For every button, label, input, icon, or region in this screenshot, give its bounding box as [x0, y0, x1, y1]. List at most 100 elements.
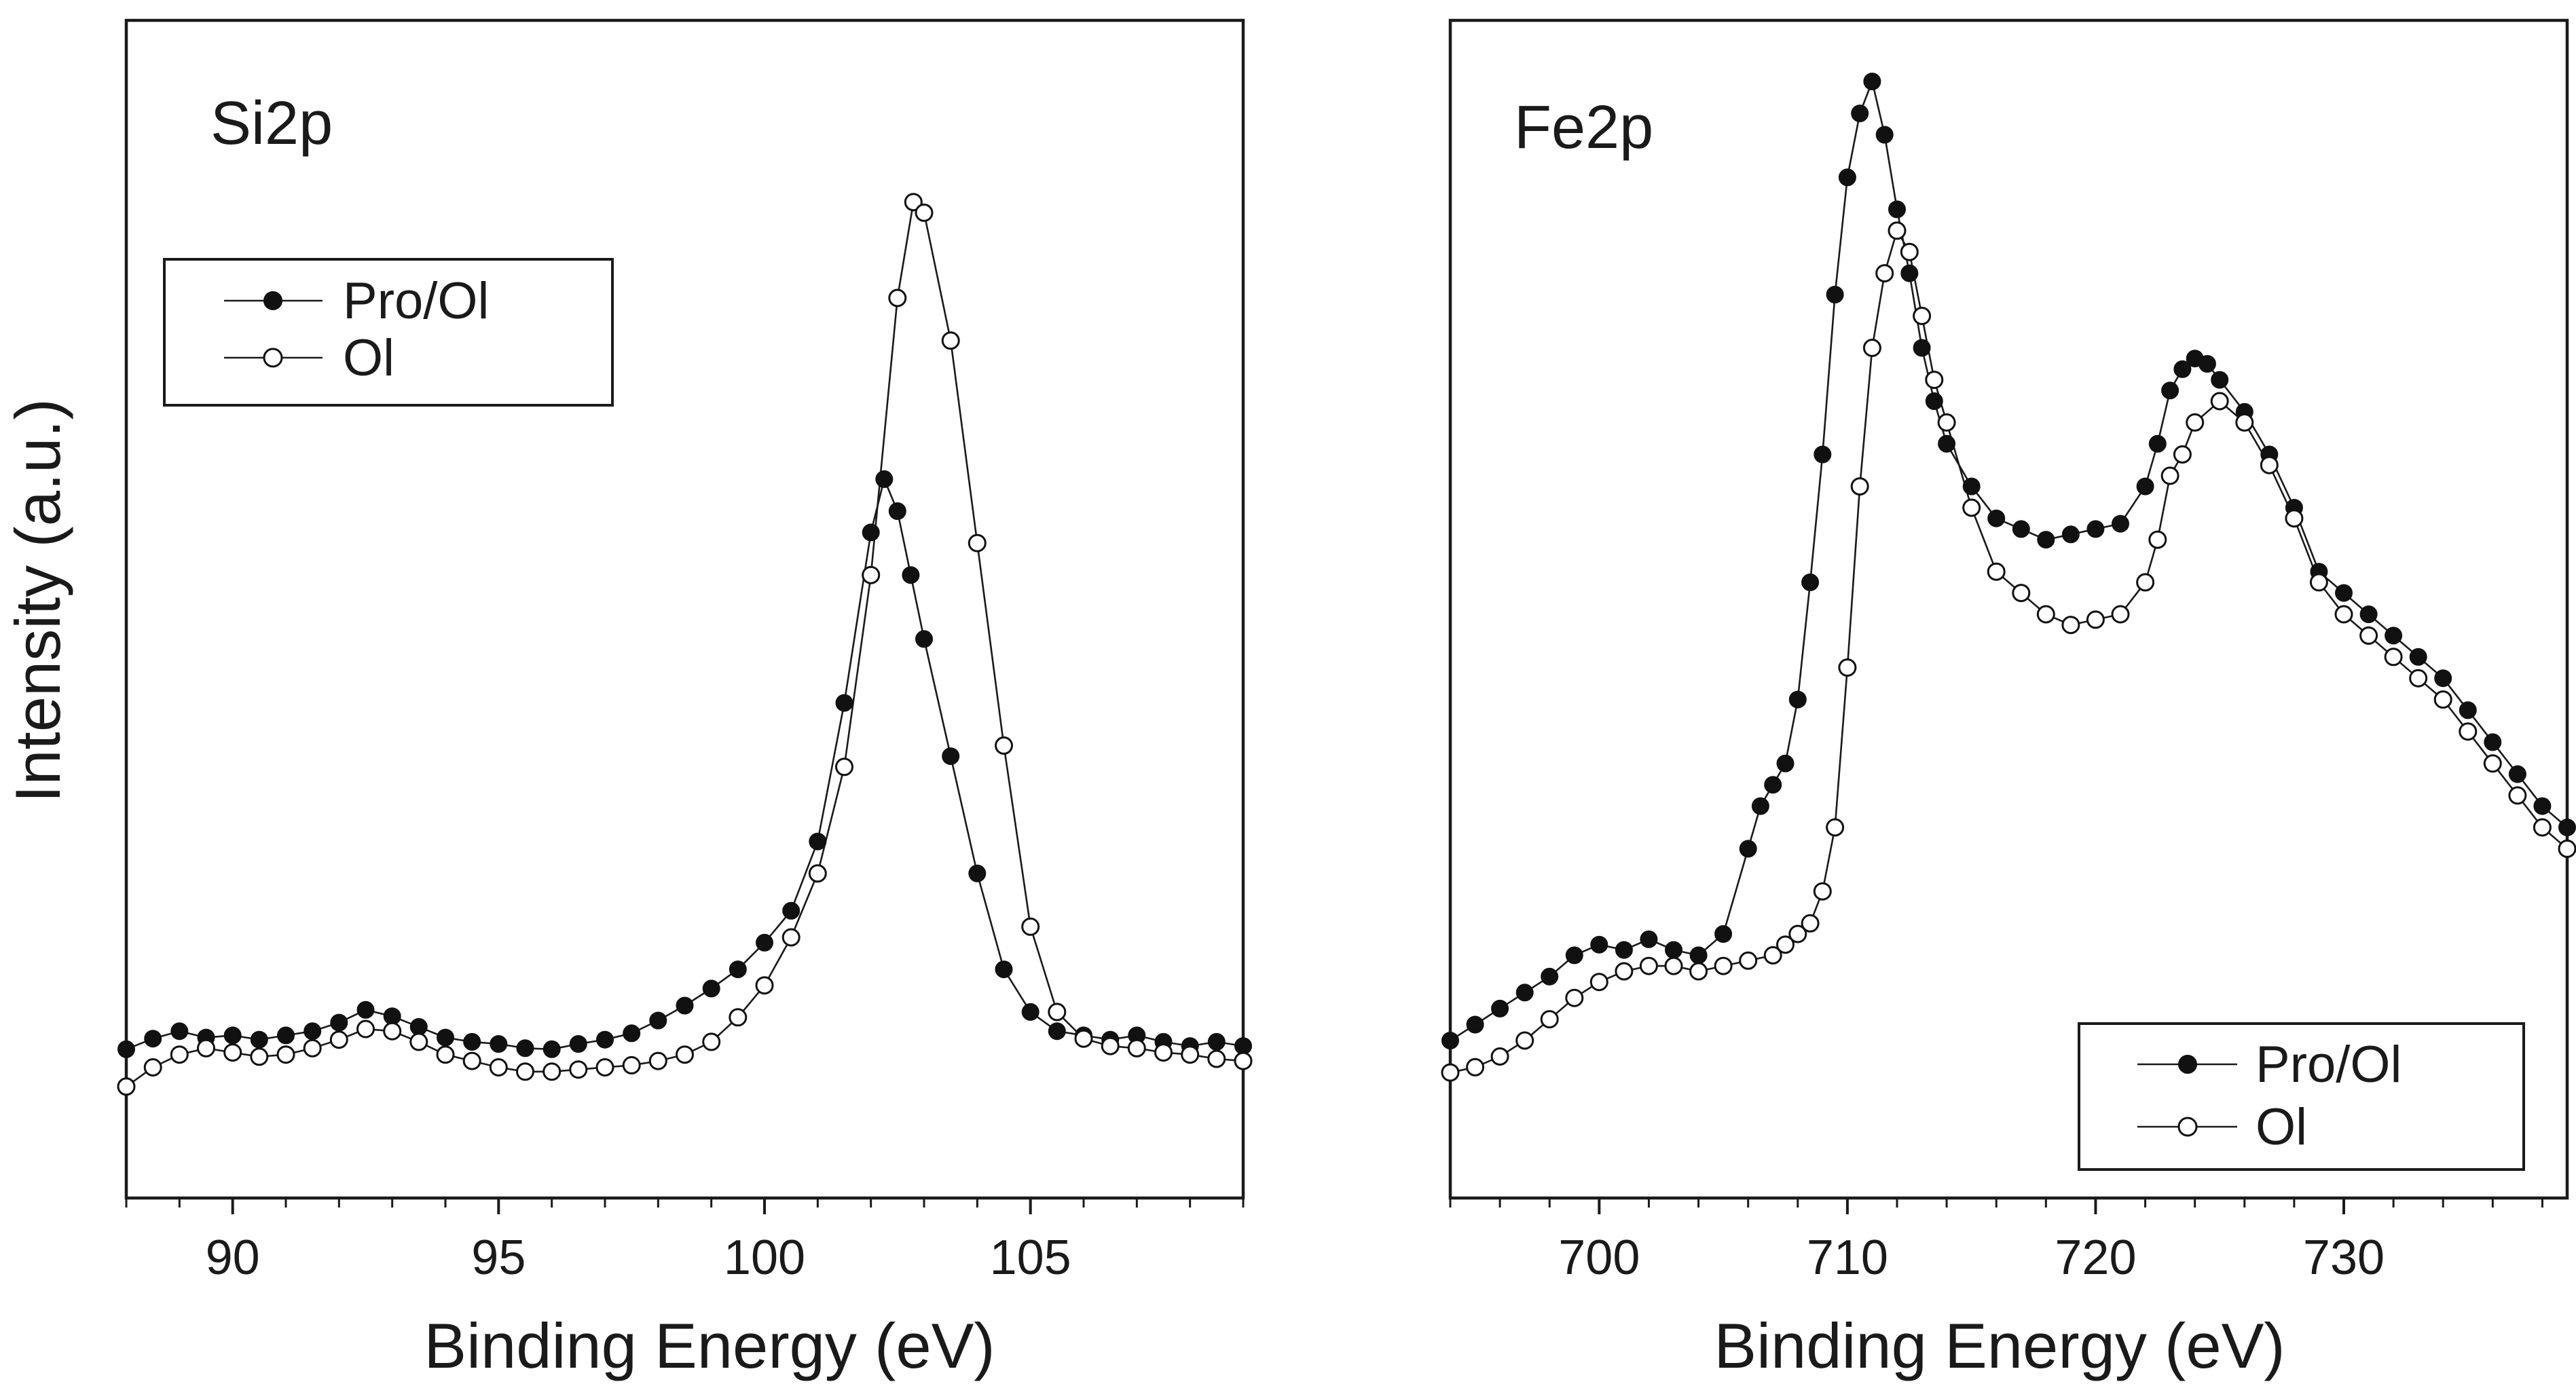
data-point-pro-ol-si2p-23 — [729, 960, 747, 979]
data-point-ol-fe2p-2 — [1490, 1047, 1509, 1066]
panel-label-fe2p: Fe2p — [1514, 94, 1653, 162]
data-point-ol-fe2p-21 — [1862, 339, 1881, 357]
data-point-pro-ol-si2p-31 — [902, 566, 920, 584]
data-point-ol-si2p-39 — [1127, 1039, 1146, 1058]
data-point-ol-si2p-3 — [197, 1039, 215, 1058]
data-point-pro-ol-si2p-30 — [888, 502, 906, 520]
data-point-pro-ol-si2p-32 — [915, 630, 933, 648]
data-point-ol-fe2p-4 — [1540, 1010, 1559, 1029]
data-point-ol-si2p-23 — [729, 1008, 748, 1027]
plot-frame-fe2p — [1448, 18, 2569, 1200]
data-point-ol-fe2p-45 — [2334, 605, 2353, 624]
data-point-ol-si2p-14 — [489, 1058, 508, 1077]
legend-label-ol-fe2p: Ol — [2256, 1098, 2307, 1156]
chart-panel-fe2p: 700 710 720 730 Fe2p Binding Energy (eV) Pr… — [1441, 18, 2576, 1381]
data-point-ol-si2p-2 — [170, 1045, 189, 1064]
data-point-ol-si2p-16 — [542, 1062, 562, 1081]
data-point-pro-ol-si2p-26 — [809, 832, 827, 850]
data-point-pro-ol-si2p-20 — [649, 1011, 667, 1030]
data-point-ol-fe2p-32 — [2061, 616, 2080, 635]
data-point-pro-ol-si2p-14 — [490, 1035, 508, 1053]
data-point-pro-ol-si2p-25 — [782, 901, 801, 920]
data-point-ol-si2p-12 — [436, 1045, 455, 1064]
data-point-pro-ol-si2p-12 — [437, 1028, 454, 1047]
data-point-pro-ol-fe2p-0 — [1441, 1032, 1459, 1049]
data-point-pro-ol-si2p-4 — [223, 1026, 242, 1045]
data-point-ol-fe2p-35 — [2136, 573, 2155, 592]
data-point-pro-ol-fe2p-37 — [2148, 434, 2167, 453]
data-point-ol-si2p-36 — [1048, 1003, 1067, 1022]
data-point-ol-fe2p-13 — [1763, 946, 1782, 965]
data-point-ol-si2p-33 — [968, 534, 987, 553]
data-point-ol-si2p-27 — [835, 758, 853, 777]
legend-label-pro-ol-si2p: Pro/Ol — [343, 272, 489, 330]
legend-box-fe2p — [2078, 1022, 2525, 1171]
data-point-ol-si2p-40 — [1154, 1043, 1173, 1062]
data-point-ol-fe2p-14 — [1776, 935, 1795, 954]
data-point-ol-si2p-7 — [303, 1039, 322, 1058]
data-point-ol-si2p-34 — [995, 736, 1013, 755]
data-point-pro-ol-fe2p-38 — [2161, 381, 2179, 400]
x-tick-label-fe2p-730: 730 — [2303, 1231, 2385, 1285]
data-point-pro-ol-fe2p-11 — [1714, 925, 1733, 943]
data-point-pro-ol-fe2p-47 — [2335, 584, 2353, 602]
data-point-ol-si2p-4 — [223, 1043, 242, 1062]
data-point-pro-ol-si2p-35 — [995, 960, 1013, 979]
data-point-pro-ol-si2p-8 — [330, 1013, 348, 1032]
data-point-ol-si2p-32 — [941, 331, 960, 350]
data-point-ol-si2p-43 — [1234, 1051, 1253, 1070]
data-point-pro-ol-fe2p-21 — [1851, 105, 1869, 123]
data-point-ol-fe2p-33 — [2086, 610, 2105, 629]
data-point-pro-ol-si2p-37 — [1048, 1022, 1066, 1041]
data-point-ol-si2p-28 — [862, 565, 881, 584]
data-point-ol-si2p-9 — [356, 1020, 375, 1039]
data-point-pro-ol-fe2p-8 — [1640, 930, 1658, 948]
data-point-ol-si2p-8 — [329, 1030, 348, 1049]
data-point-pro-ol-fe2p-24 — [1888, 200, 1906, 219]
data-point-pro-ol-fe2p-53 — [2484, 733, 2502, 751]
data-point-ol-fe2p-41 — [2235, 413, 2254, 432]
data-point-ol-fe2p-25 — [1913, 306, 1932, 325]
legend-fe2p: Pro/Ol Ol — [2078, 1022, 2525, 1171]
data-point-ol-fe2p-5 — [1565, 988, 1584, 1007]
data-point-ol-si2p-13 — [462, 1051, 481, 1070]
data-point-pro-ol-fe2p-3 — [1515, 984, 1534, 1002]
data-point-ol-fe2p-10 — [1689, 962, 1708, 981]
series-line-pro-ol-si2p — [126, 476, 1244, 1051]
legend-marker-ol-si2p — [263, 348, 283, 368]
data-point-ol-si2p-25 — [781, 928, 801, 947]
data-point-ol-fe2p-38 — [2173, 445, 2192, 464]
data-point-pro-ol-si2p-10 — [383, 1007, 401, 1026]
data-point-ol-fe2p-16 — [1801, 914, 1820, 933]
data-point-pro-ol-si2p-15 — [516, 1039, 534, 1058]
data-point-ol-si2p-37 — [1074, 1029, 1093, 1048]
data-point-ol-fe2p-43 — [2285, 509, 2304, 528]
data-point-ol-fe2p-49 — [2433, 690, 2452, 709]
data-point-pro-ol-si2p-24 — [756, 933, 773, 952]
data-point-ol-si2p-42 — [1207, 1049, 1226, 1068]
data-point-ol-si2p-5 — [250, 1047, 269, 1066]
data-point-pro-ol-si2p-29 — [875, 470, 894, 488]
data-point-ol-si2p-30 — [904, 193, 923, 212]
data-point-ol-si2p-0 — [117, 1077, 136, 1096]
data-point-ol-si2p-18 — [595, 1058, 614, 1077]
data-point-ol-si2p-35 — [1021, 917, 1040, 936]
data-point-ol-fe2p-50 — [2459, 722, 2478, 741]
legend-label-pro-ol-fe2p: Pro/Ol — [2256, 1036, 2402, 1093]
panel-label-si2p: Si2p — [210, 90, 333, 157]
x-axis-ticks-si2p: 90 95 100 105 — [125, 1198, 1245, 1285]
series-group-fe2p — [1441, 73, 2576, 1082]
x-tick-label-si2p-95: 95 — [471, 1231, 526, 1285]
x-tick-label-fe2p-710: 710 — [1807, 1231, 1888, 1285]
data-point-pro-ol-fe2p-54 — [2508, 765, 2526, 783]
data-point-pro-ol-si2p-2 — [170, 1022, 189, 1041]
x-tick-label-si2p-105: 105 — [990, 1231, 1071, 1285]
data-point-pro-ol-fe2p-49 — [2385, 626, 2403, 645]
data-point-pro-ol-fe2p-15 — [1776, 754, 1795, 772]
data-point-pro-ol-si2p-21 — [676, 996, 694, 1015]
data-point-pro-ol-fe2p-31 — [2012, 520, 2030, 538]
data-point-ol-fe2p-31 — [2036, 605, 2055, 624]
data-point-pro-ol-fe2p-23 — [1875, 126, 1894, 144]
data-point-pro-ol-fe2p-35 — [2112, 515, 2129, 533]
data-point-ol-fe2p-19 — [1838, 658, 1857, 677]
